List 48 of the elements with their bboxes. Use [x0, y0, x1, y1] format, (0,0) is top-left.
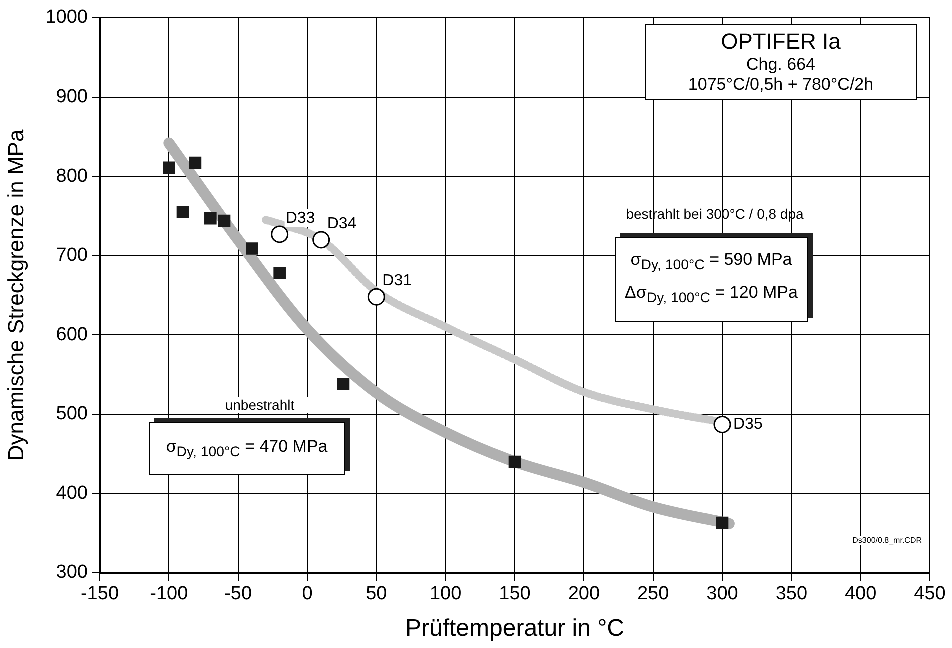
- point: [176, 206, 190, 218]
- point: [716, 516, 729, 530]
- x-tick-label: 250: [637, 584, 670, 605]
- point: [204, 212, 217, 225]
- annotation: unbestrahlt: [205, 397, 315, 413]
- point: [274, 267, 286, 280]
- y-tick-label: 500: [56, 404, 88, 425]
- x-tick-label: 100: [430, 584, 462, 605]
- y-axis-title: Dynamische Streckgrenze in MPa: [3, 129, 28, 462]
- x-tick-label: 50: [366, 584, 388, 605]
- annotation: 1075°C/0,5h + 780°C/2h: [687, 75, 875, 95]
- y-tick-label: 600: [56, 324, 88, 346]
- point: [508, 456, 522, 468]
- annotation: OPTIFER Ia: [720, 29, 842, 55]
- x-tick-label: 300: [706, 584, 738, 605]
- y-tick-label: 700: [56, 245, 88, 266]
- point: [337, 378, 350, 390]
- x-tick-label: 200: [568, 584, 600, 605]
- x-axis-title: Prüftemperatur in °C: [405, 615, 625, 642]
- annotation: D31: [382, 272, 412, 290]
- annotation: σ$_{Dy, 100°C}$ = 590 MPa: [630, 249, 794, 276]
- y-tick-label: 1000: [46, 7, 88, 28]
- x-tick-label: 350: [776, 584, 808, 605]
- y-tick-label: 900: [56, 86, 88, 108]
- text-box: OPTIFER Ia Chg. 664 1075°C/0,5h + 780°C/2h: [645, 24, 917, 100]
- annotation: D34: [327, 215, 357, 232]
- y-tick-label: 400: [56, 482, 88, 504]
- x-tick-label: 0: [302, 584, 313, 605]
- y-tick-label: 800: [56, 166, 88, 187]
- y-tick-label: 300: [56, 562, 88, 584]
- x-tick-label: -50: [224, 584, 252, 605]
- point: [189, 156, 202, 170]
- annotation: Chg. 664: [746, 55, 816, 75]
- x-tick-label: 450: [914, 584, 946, 605]
- point: [312, 231, 330, 249]
- x-tick-label: -150: [80, 584, 120, 605]
- annotation: Ds300/0.8_mr.CDR: [852, 536, 922, 545]
- point: [368, 288, 386, 306]
- annotation: D35: [734, 416, 763, 434]
- annotation: Δσ$_{Dy, 100°C}$ = 120 MPa: [624, 282, 799, 309]
- point: [218, 214, 231, 228]
- x-tick-label: -100: [150, 584, 188, 605]
- x-tick-label: 400: [844, 584, 877, 605]
- point: [714, 416, 732, 434]
- annotation: D33: [286, 210, 316, 227]
- point: [246, 242, 258, 255]
- x-tick-label: 150: [499, 584, 531, 605]
- point: [163, 162, 176, 174]
